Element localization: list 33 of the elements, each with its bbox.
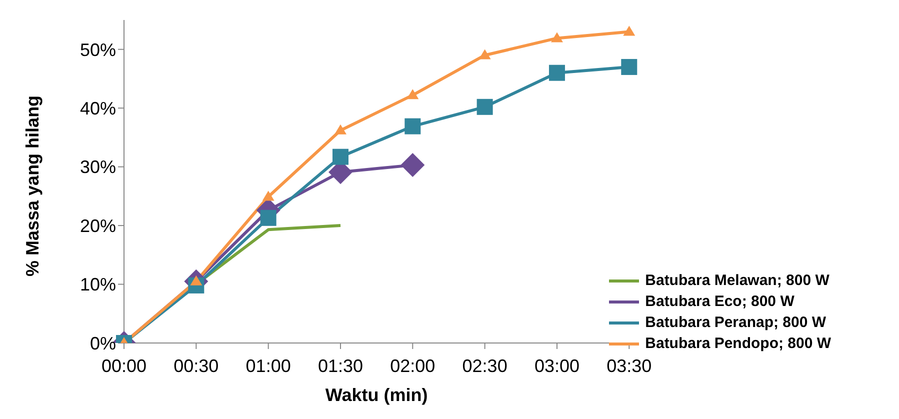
y-tick-label: 0% [90, 333, 116, 354]
x-tick-label: 00:00 [101, 356, 147, 376]
y-tick-label: 20% [80, 216, 116, 236]
x-tick-label: 01:30 [318, 356, 364, 376]
point [404, 118, 421, 134]
legend-label: Batubara Pendopo; 800 W [645, 335, 831, 352]
y-tick-label: 50% [80, 40, 116, 60]
x-tick-label: 00:30 [174, 356, 219, 376]
point [260, 210, 276, 226]
y-tick-label: 10% [80, 274, 116, 295]
x-tick-label: 01:00 [246, 356, 291, 376]
point [623, 26, 636, 36]
x-tick-label: 02:30 [462, 356, 508, 376]
y-tick-label: 30% [80, 157, 116, 178]
x-axis-title: Waktu (min) [325, 385, 428, 405]
y-axis-title: % Massa yang hilang [22, 95, 42, 276]
point [262, 190, 274, 201]
x-tick-label: 03:00 [534, 356, 580, 376]
point [621, 58, 638, 75]
point [478, 49, 491, 60]
point [476, 98, 493, 115]
point [400, 153, 425, 178]
point [548, 64, 565, 81]
x-tick-label: 02:00 [390, 356, 436, 376]
legend-label: Batubara Eco; 800 W [645, 293, 794, 310]
point [550, 32, 563, 42]
legend-label: Batubara Melawan; 800 W [645, 272, 830, 289]
x-tick-label: 03:30 [606, 356, 652, 376]
y-tick-label: 40% [80, 98, 116, 118]
point [332, 148, 348, 165]
point [334, 124, 346, 134]
point [406, 89, 419, 100]
legend-label: Batubara Peranap; 800 W [645, 314, 826, 331]
